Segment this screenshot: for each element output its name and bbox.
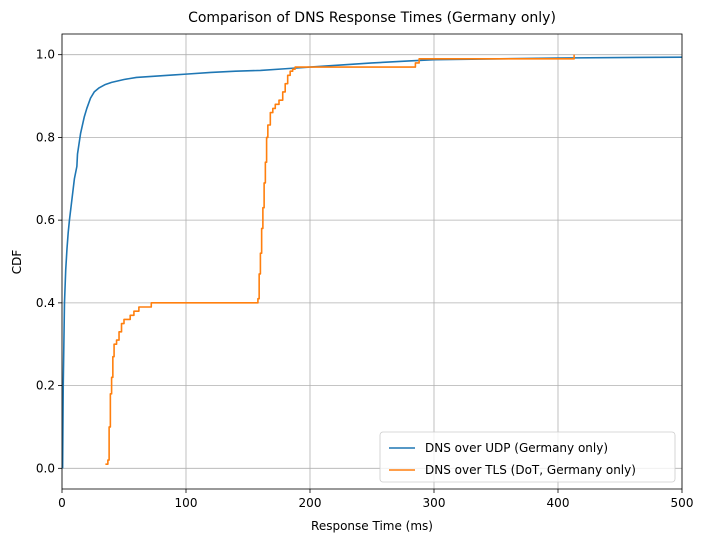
series-layer: [61, 54, 683, 469]
y-tick-label: 0.4: [36, 296, 55, 310]
axes-frame: [61, 33, 683, 490]
series-line-udp: [61, 56, 683, 469]
y-tick-label: 0.2: [36, 379, 55, 393]
chart-title: Comparison of DNS Response Times (German…: [188, 10, 556, 26]
y-tick-label: 0.8: [36, 130, 55, 144]
x-axis-label: Response Time (ms): [311, 519, 433, 533]
x-tick-label: 200: [299, 496, 322, 510]
x-tick-label: 400: [547, 496, 570, 510]
y-tick-label: 0.6: [36, 213, 55, 227]
y-tick-label: 0.0: [36, 461, 55, 475]
x-tick-label: 500: [671, 496, 694, 510]
legend-label-tls: DNS over TLS (DoT, Germany only): [425, 463, 636, 477]
series-line-tls: [105, 54, 575, 465]
y-axis-label: CDF: [10, 250, 24, 275]
y-axis-ticks: 0.0 0.2 0.4 0.6 0.8 1.0: [36, 48, 62, 475]
legend: DNS over UDP (Germany only) DNS over TLS…: [379, 431, 676, 483]
plot-area: [62, 34, 682, 489]
x-tick-label: 300: [423, 496, 446, 510]
y-tick-label: 1.0: [36, 48, 55, 62]
x-tick-label: 100: [175, 496, 198, 510]
x-axis-ticks: 0 100 200 300 400 500: [58, 489, 693, 510]
legend-box: [379, 431, 676, 483]
x-tick-label: 0: [58, 496, 66, 510]
legend-label-udp: DNS over UDP (Germany only): [425, 441, 608, 455]
